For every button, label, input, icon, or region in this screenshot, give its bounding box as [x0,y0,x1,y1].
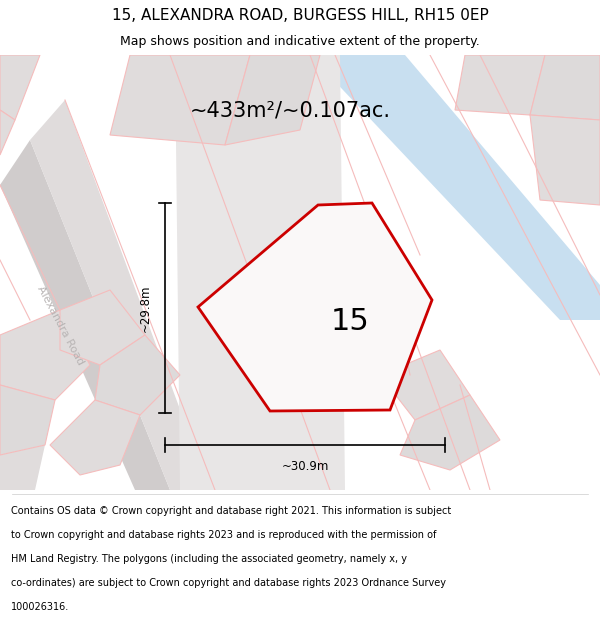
Text: to Crown copyright and database rights 2023 and is reproduced with the permissio: to Crown copyright and database rights 2… [11,530,436,540]
Polygon shape [310,55,600,320]
Polygon shape [530,55,600,120]
Polygon shape [175,55,345,490]
Polygon shape [0,110,15,155]
Text: ~29.8m: ~29.8m [139,284,151,332]
Text: 100026316.: 100026316. [11,602,69,612]
Text: HM Land Registry. The polygons (including the associated geometry, namely x, y: HM Land Registry. The polygons (includin… [11,554,407,564]
Polygon shape [110,55,250,145]
Polygon shape [0,310,90,400]
Polygon shape [225,55,320,145]
Text: Contains OS data © Crown copyright and database right 2021. This information is : Contains OS data © Crown copyright and d… [11,506,451,516]
Polygon shape [0,140,170,490]
Text: Map shows position and indicative extent of the property.: Map shows position and indicative extent… [120,35,480,48]
Polygon shape [530,115,600,205]
Text: 15, ALEXANDRA ROAD, BURGESS HILL, RH15 0EP: 15, ALEXANDRA ROAD, BURGESS HILL, RH15 0… [112,8,488,23]
Text: Alexandra Road: Alexandra Road [35,284,85,366]
Text: 15: 15 [331,306,370,336]
Polygon shape [198,203,432,411]
Polygon shape [60,290,145,365]
Text: co-ordinates) are subject to Crown copyright and database rights 2023 Ordnance S: co-ordinates) are subject to Crown copyr… [11,578,446,588]
Polygon shape [455,55,545,115]
Text: ~30.9m: ~30.9m [281,461,329,474]
Polygon shape [0,55,40,120]
Polygon shape [95,335,180,415]
Polygon shape [50,400,140,475]
Polygon shape [30,100,210,490]
Polygon shape [380,350,470,420]
Polygon shape [0,445,45,490]
Text: ~433m²/~0.107ac.: ~433m²/~0.107ac. [190,100,391,120]
Polygon shape [0,385,55,455]
Polygon shape [400,395,500,470]
